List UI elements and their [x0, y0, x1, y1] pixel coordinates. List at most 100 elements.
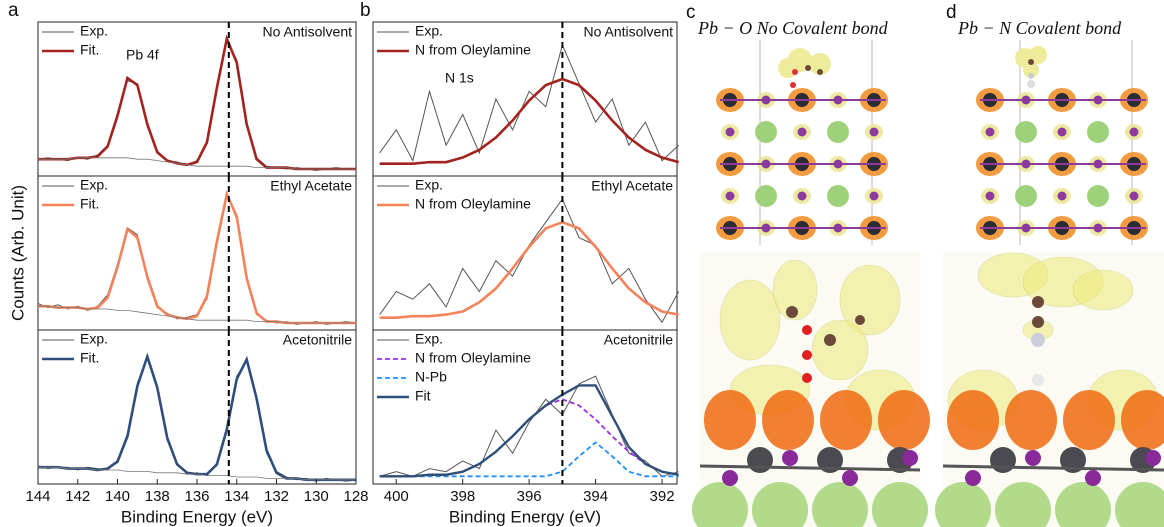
- molecule: [1028, 59, 1034, 65]
- atom-cs: [827, 185, 849, 207]
- atom-i: [986, 128, 995, 137]
- structure-title: Pb − N Covalent bond: [957, 18, 1122, 38]
- atom-i: [1130, 192, 1139, 201]
- structure-title: Pb − O No Covalent bond: [697, 18, 889, 38]
- orbital: [762, 390, 814, 450]
- atom-i: [1058, 192, 1067, 201]
- panel-label: d: [946, 2, 957, 23]
- atom-i: [726, 128, 735, 137]
- panel-label: b: [360, 0, 371, 21]
- orbital: [947, 390, 999, 450]
- orbital: [1063, 390, 1115, 450]
- molecule: [805, 65, 811, 71]
- legend-label: N from Oleylamine: [415, 196, 531, 212]
- molecule: [802, 325, 812, 335]
- y-axis-label: Counts (Arb. Unit): [8, 185, 27, 321]
- legend-label: Exp.: [415, 331, 443, 347]
- legend-label: Exp.: [415, 23, 443, 39]
- atom-cs: [1015, 121, 1037, 143]
- legend-label: N from Oleylamine: [415, 42, 531, 58]
- molecule: [1031, 333, 1045, 347]
- x-tick-label: 130: [304, 488, 329, 505]
- x-tick-label: 140: [105, 488, 130, 505]
- legend-label: N from Oleylamine: [415, 350, 531, 366]
- structure-images: [692, 40, 1164, 527]
- molecule: [786, 306, 798, 318]
- isosurface: [812, 320, 868, 380]
- orbital: [820, 390, 872, 450]
- orbital: [878, 390, 930, 450]
- orbital: [704, 390, 756, 450]
- isosurface: [720, 280, 780, 360]
- atom-i: [1025, 450, 1041, 466]
- legend-label: Exp.: [80, 331, 108, 347]
- x-tick-label: 394: [583, 488, 608, 505]
- atom-i: [870, 192, 879, 201]
- data-line: [38, 193, 356, 325]
- subplot-label: Acetonitrile: [604, 332, 673, 348]
- atom-cs: [1087, 121, 1109, 143]
- panel-label: a: [8, 0, 19, 21]
- atom-pb: [990, 447, 1016, 473]
- atom-i: [842, 470, 858, 486]
- data-line: [38, 358, 356, 481]
- atom-pb: [747, 447, 773, 473]
- atom-cs: [755, 121, 777, 143]
- molecule: [1032, 296, 1044, 308]
- panel-label: c: [686, 2, 696, 23]
- x-tick-label: 142: [65, 488, 90, 505]
- atom-i: [965, 470, 981, 486]
- atom-i: [1130, 128, 1139, 137]
- subplot-label: No Antisolvent: [584, 24, 674, 40]
- atom-i: [870, 128, 879, 137]
- data-line: [38, 194, 356, 323]
- x-tick-label: 138: [145, 488, 170, 505]
- data-line: [38, 40, 356, 170]
- molecule: [1032, 374, 1044, 386]
- atom-cs: [827, 121, 849, 143]
- x-tick-label: 144: [25, 488, 50, 505]
- subplot-label: No Antisolvent: [263, 24, 353, 40]
- x-axis-label: Binding Energy (eV): [449, 507, 601, 526]
- x-tick-label: 398: [450, 488, 475, 505]
- atom-i: [1145, 450, 1161, 466]
- atom-i: [798, 128, 807, 137]
- data-line: [380, 222, 679, 317]
- data-line: [380, 399, 679, 476]
- x-tick-label: 134: [224, 488, 249, 505]
- molecule: [824, 334, 836, 346]
- data-line: [38, 357, 356, 480]
- atom-i: [1058, 128, 1067, 137]
- molecule: [855, 315, 865, 325]
- molecule: [790, 82, 796, 88]
- atom-cs: [755, 185, 777, 207]
- atom-i: [726, 192, 735, 201]
- data-line: [380, 199, 679, 322]
- x-tick-label: 400: [384, 488, 409, 505]
- atom-cs: [1087, 185, 1109, 207]
- molecule: [817, 69, 823, 75]
- data-line: [38, 39, 356, 169]
- molecule: [792, 69, 798, 75]
- annotation: Pb 4f: [126, 47, 159, 63]
- molecule: [802, 373, 812, 383]
- legend-label: Exp.: [80, 23, 108, 39]
- atom-cs: [1015, 185, 1037, 207]
- orbital: [1005, 390, 1057, 450]
- molecule: [1028, 73, 1034, 79]
- atom-i: [722, 470, 738, 486]
- figure: a b c d Pb − O No Covalent bond Pb − N C…: [0, 0, 1164, 527]
- x-axis-label: Binding Energy (eV): [121, 507, 273, 526]
- atom-i: [798, 192, 807, 201]
- x-tick-label: 128: [343, 488, 368, 505]
- x-tick-label: 132: [264, 488, 289, 505]
- molecule: [1032, 316, 1044, 328]
- subplot-label: Ethyl Acetate: [270, 178, 352, 194]
- legend-label: Fit.: [80, 42, 99, 58]
- legend-label: Fit.: [80, 350, 99, 366]
- subplot-label: Ethyl Acetate: [591, 178, 673, 194]
- isosurface: [1073, 270, 1133, 310]
- x-tick-label: 396: [517, 488, 542, 505]
- molecule: [1027, 80, 1035, 88]
- legend-label: Fit.: [80, 196, 99, 212]
